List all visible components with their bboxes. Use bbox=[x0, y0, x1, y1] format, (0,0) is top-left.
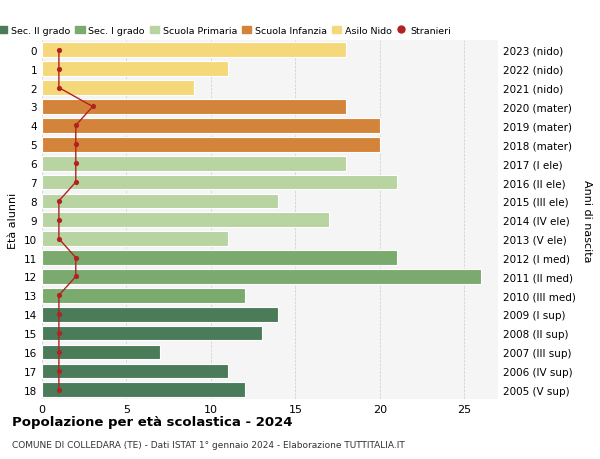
Bar bbox=[42, 44, 346, 58]
Point bbox=[54, 47, 64, 55]
Bar bbox=[42, 364, 228, 378]
Bar bbox=[42, 62, 228, 77]
Y-axis label: Anni di nascita: Anni di nascita bbox=[583, 179, 592, 262]
Bar bbox=[42, 307, 278, 322]
Point bbox=[54, 367, 64, 375]
Point bbox=[54, 66, 64, 73]
Bar bbox=[42, 382, 245, 397]
Bar bbox=[42, 81, 194, 96]
Y-axis label: Età alunni: Età alunni bbox=[8, 192, 19, 248]
Text: Popolazione per età scolastica - 2024: Popolazione per età scolastica - 2024 bbox=[12, 415, 293, 428]
Point bbox=[71, 123, 80, 130]
Point bbox=[54, 217, 64, 224]
Legend: Sec. II grado, Sec. I grado, Scuola Primaria, Scuola Infanzia, Asilo Nido, Stran: Sec. II grado, Sec. I grado, Scuola Prim… bbox=[0, 23, 455, 39]
Point bbox=[71, 160, 80, 168]
Point bbox=[71, 179, 80, 186]
Point bbox=[54, 348, 64, 356]
Point bbox=[54, 292, 64, 299]
Point bbox=[71, 273, 80, 280]
Bar bbox=[42, 138, 380, 152]
Bar bbox=[42, 175, 397, 190]
Point bbox=[54, 198, 64, 205]
Bar bbox=[42, 194, 278, 209]
Point bbox=[54, 235, 64, 243]
Bar bbox=[42, 326, 262, 341]
Bar bbox=[42, 251, 397, 265]
Point bbox=[54, 311, 64, 318]
Point bbox=[54, 85, 64, 92]
Bar bbox=[42, 288, 245, 303]
Text: COMUNE DI COLLEDARA (TE) - Dati ISTAT 1° gennaio 2024 - Elaborazione TUTTITALIA.: COMUNE DI COLLEDARA (TE) - Dati ISTAT 1°… bbox=[12, 440, 405, 449]
Point bbox=[71, 141, 80, 149]
Point bbox=[54, 386, 64, 393]
Point bbox=[54, 330, 64, 337]
Bar bbox=[42, 213, 329, 228]
Point bbox=[71, 254, 80, 262]
Bar bbox=[42, 345, 160, 359]
Point bbox=[88, 104, 97, 111]
Bar bbox=[42, 157, 346, 171]
Bar bbox=[42, 100, 346, 115]
Bar bbox=[42, 269, 481, 284]
Bar bbox=[42, 232, 228, 246]
Bar bbox=[42, 119, 380, 134]
